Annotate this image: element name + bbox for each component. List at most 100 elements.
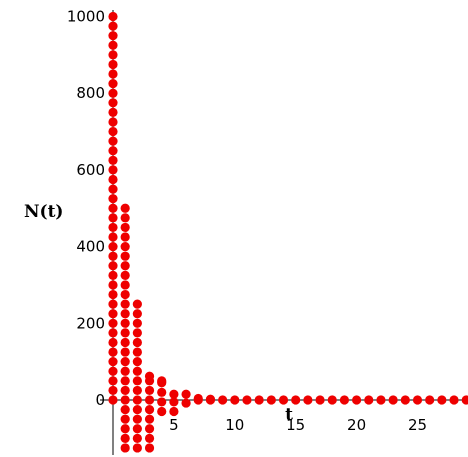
data-point xyxy=(120,414,130,424)
data-point xyxy=(120,242,130,252)
data-point xyxy=(120,280,130,290)
data-point xyxy=(120,385,130,396)
x-tick-label: 5 xyxy=(169,416,179,434)
data-point xyxy=(108,165,118,175)
data-point xyxy=(108,318,118,328)
data-point xyxy=(108,155,118,165)
data-point xyxy=(108,242,118,252)
data-point xyxy=(108,11,118,22)
data-point xyxy=(120,270,130,280)
data-point xyxy=(120,328,130,338)
data-point xyxy=(144,371,155,381)
y-tick-label: 1000 xyxy=(67,8,105,26)
data-point xyxy=(181,398,191,408)
data-point xyxy=(108,59,118,70)
data-point xyxy=(108,251,118,261)
data-point xyxy=(108,385,118,396)
y-tick-label: 0 xyxy=(95,391,105,409)
data-point xyxy=(218,395,228,405)
data-point xyxy=(108,146,118,156)
data-point xyxy=(376,395,386,405)
data-point xyxy=(169,389,179,399)
data-point xyxy=(157,387,167,397)
data-point xyxy=(120,395,130,405)
x-axis-label: t xyxy=(285,405,293,425)
data-point xyxy=(120,222,130,233)
data-point xyxy=(181,389,191,399)
data-point xyxy=(425,395,435,405)
data-point xyxy=(132,433,142,443)
data-point xyxy=(108,270,118,280)
data-point xyxy=(108,357,118,367)
data-point xyxy=(108,98,118,108)
data-point xyxy=(132,404,142,415)
data-point xyxy=(108,309,118,319)
data-point xyxy=(108,88,118,98)
data-point xyxy=(352,395,362,405)
data-point xyxy=(108,184,118,194)
data-point xyxy=(120,232,130,242)
data-point xyxy=(120,251,130,261)
data-point xyxy=(120,299,130,309)
data-point xyxy=(144,414,155,424)
data-point xyxy=(120,376,130,386)
data-point xyxy=(108,203,118,213)
data-point xyxy=(157,406,167,417)
data-point xyxy=(108,347,118,357)
data-point xyxy=(169,406,179,417)
data-point xyxy=(108,280,118,290)
data-point xyxy=(132,337,142,348)
data-point xyxy=(132,414,142,424)
data-point xyxy=(108,40,118,50)
data-point xyxy=(120,366,130,376)
data-point xyxy=(108,337,118,348)
data-point xyxy=(339,395,350,405)
data-point xyxy=(132,424,142,434)
data-point xyxy=(108,366,118,376)
data-point xyxy=(144,404,155,415)
data-point xyxy=(461,395,468,405)
data-point xyxy=(120,213,130,223)
data-point xyxy=(120,347,130,357)
x-tick-label: 25 xyxy=(408,416,427,434)
data-point xyxy=(132,299,142,309)
data-point xyxy=(108,174,118,185)
data-point xyxy=(388,395,398,405)
data-point xyxy=(327,395,337,405)
data-point xyxy=(108,136,118,146)
data-point xyxy=(437,395,447,405)
data-point xyxy=(108,299,118,309)
data-point xyxy=(108,328,118,338)
data-point xyxy=(144,433,155,443)
data-point xyxy=(291,395,301,405)
data-point xyxy=(242,395,252,405)
data-point xyxy=(400,395,410,405)
data-point xyxy=(108,376,118,386)
ticks: 0 200 400 600 800 1000 5 10 15 20 25 xyxy=(67,8,427,435)
data-point xyxy=(108,289,118,300)
data-point xyxy=(108,50,118,60)
data-point xyxy=(169,397,179,407)
x-tick-label: 15 xyxy=(286,416,305,434)
data-point xyxy=(132,318,142,328)
data-point xyxy=(120,309,130,319)
data-point xyxy=(266,395,276,405)
data-point xyxy=(108,213,118,223)
data-point xyxy=(120,424,130,434)
data-point xyxy=(108,79,118,89)
data-point xyxy=(303,395,313,405)
data-point xyxy=(144,395,155,405)
data-point xyxy=(120,318,130,328)
data-point xyxy=(108,222,118,233)
data-point xyxy=(157,376,167,386)
data-point xyxy=(144,424,155,434)
data-point xyxy=(205,394,216,404)
data-point xyxy=(132,347,142,357)
data-point xyxy=(412,395,423,405)
data-point xyxy=(108,395,118,405)
data-points xyxy=(108,11,468,453)
data-point xyxy=(108,194,118,204)
data-point xyxy=(157,397,167,407)
